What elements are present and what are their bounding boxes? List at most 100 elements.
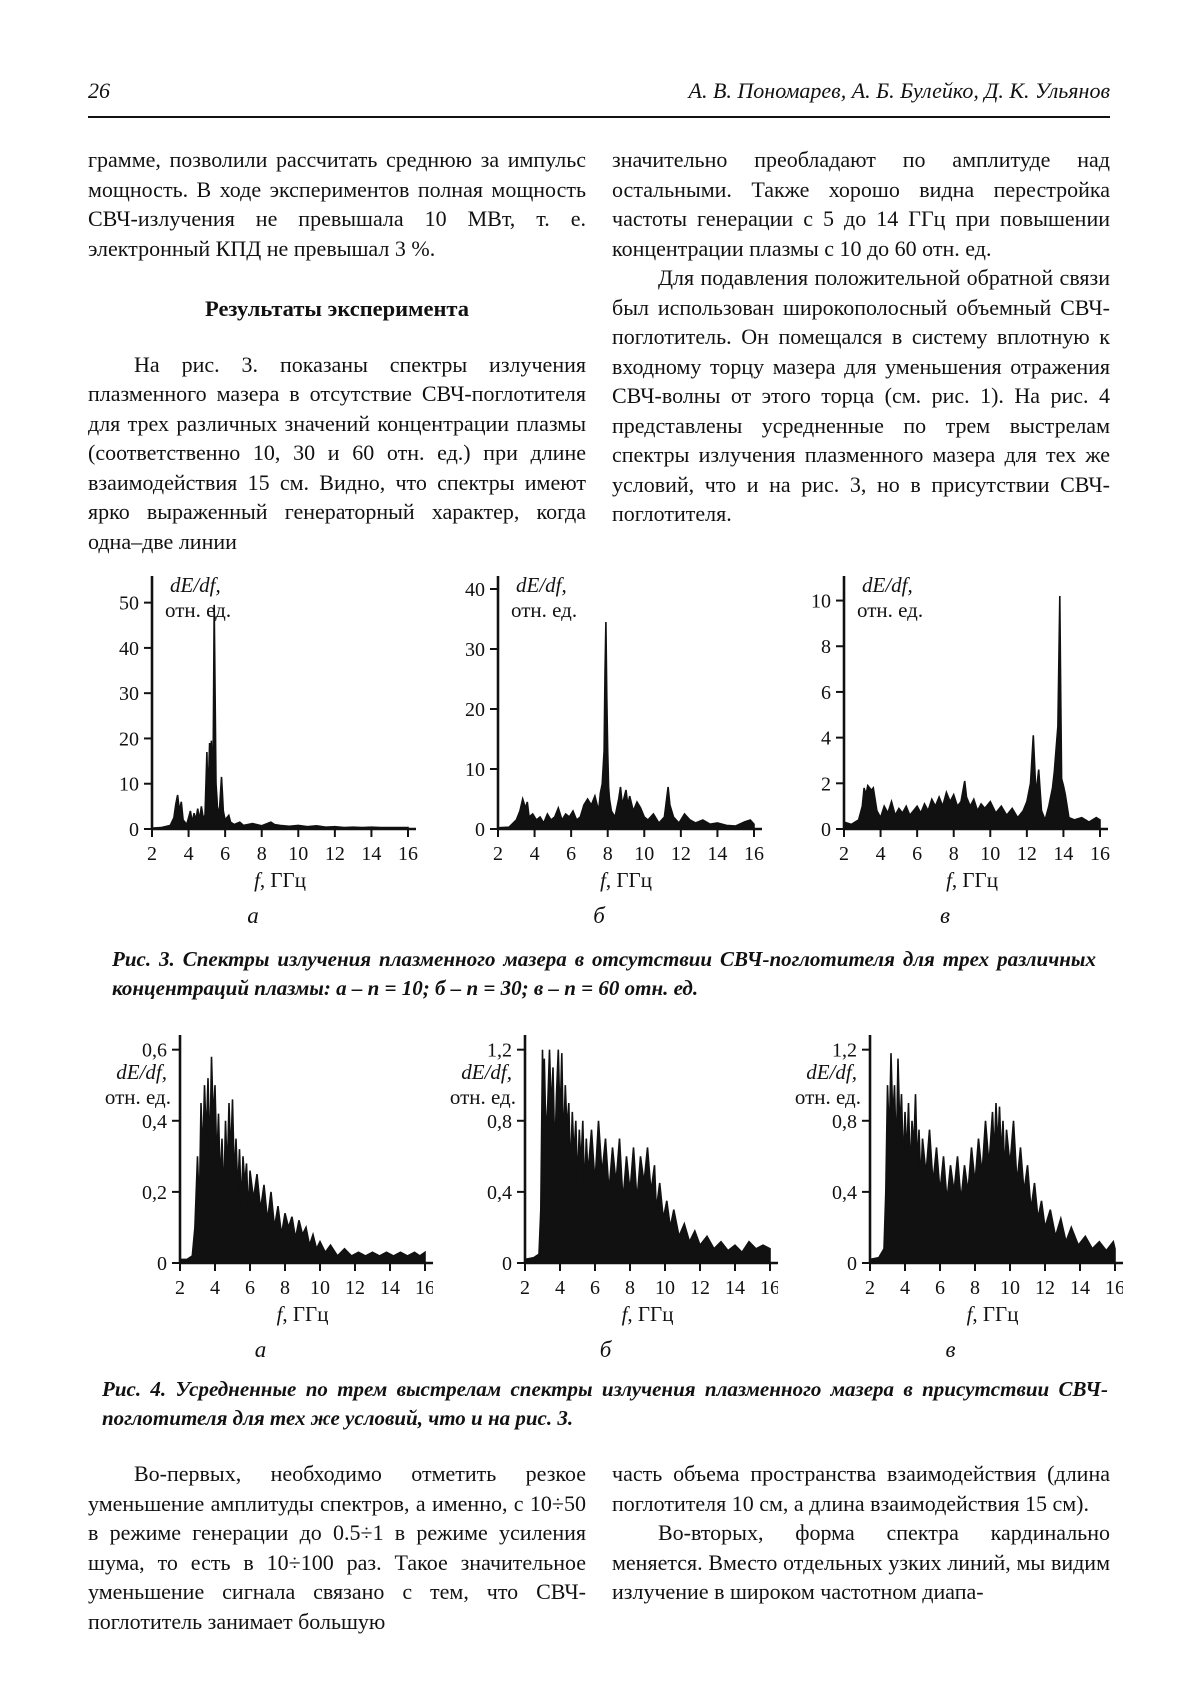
svg-text:12: 12	[671, 843, 691, 865]
svg-text:0,8: 0,8	[832, 1111, 857, 1133]
svg-text:отн. ед.: отн. ед.	[165, 598, 231, 622]
svg-text:отн. ед.: отн. ед.	[795, 1085, 861, 1109]
intro-right-column: значительно преобладают по амплитуде над…	[612, 145, 1110, 556]
svg-text:отн. ед.: отн. ед.	[105, 1085, 171, 1109]
fig4-spectrum-chart-b: 0 0,4 0,8 1,2 2 4 6 8 10 12 14 16 f, ГГц dE/df,отн. е…	[450, 1035, 778, 1326]
fig4-spectrum-chart-a: 0 0,2 0,4 0,6 2 4 6 8 10 12 14 16 f, ГГц dE/df,отн. е…	[105, 1035, 433, 1326]
svg-text:30: 30	[119, 683, 139, 705]
svg-text:8: 8	[625, 1277, 635, 1299]
intro-right-para1: значительно преобладают по амплитуде над…	[612, 147, 1110, 261]
svg-text:0: 0	[129, 819, 139, 841]
svg-text:12: 12	[345, 1277, 365, 1299]
svg-text:отн. ед.: отн. ед.	[450, 1085, 516, 1109]
discussion-right-para1: часть объема пространства взаимодействия…	[612, 1461, 1110, 1516]
figure4-caption: Рис. 4. Усредненные по трем выстрелам сп…	[102, 1377, 1108, 1430]
svg-text:10: 10	[655, 1277, 675, 1299]
svg-text:10: 10	[980, 843, 1000, 865]
svg-text:2: 2	[865, 1277, 875, 1299]
svg-text:f, ГГц: f, ГГц	[946, 868, 998, 892]
svg-text:f, ГГц: f, ГГц	[254, 868, 306, 892]
fig4-spectrum-chart-c: 0 0,4 0,8 1,2 2 4 6 8 10 12 14 16 f, ГГц dE/df,отн. е…	[795, 1035, 1123, 1326]
svg-text:6: 6	[912, 843, 922, 865]
fig3-spectrum-chart-a: 0 10 20 30 40 50 2 4 6 8 10 12 14 16 f, ГГц dE/df,отн. …	[119, 573, 418, 892]
svg-text:20: 20	[119, 728, 139, 750]
figure4-panel-c: 0 0,4 0,8 1,2 2 4 6 8 10 12 14 16 f, ГГц dE/df, отн. е…	[778, 1025, 1123, 1363]
svg-text:2: 2	[175, 1277, 185, 1299]
svg-text:0,2: 0,2	[142, 1182, 167, 1204]
figure4-row: 0 0,2 0,4 0,6 2 4 6 8 10 12 14 16 f, ГГц dE/df, отн. е…	[88, 1025, 1123, 1363]
svg-text:14: 14	[1070, 1277, 1090, 1299]
svg-text:20: 20	[465, 699, 485, 721]
fig4-panel-letter-a: а	[254, 1337, 267, 1362]
svg-text:0: 0	[847, 1253, 857, 1275]
svg-text:6: 6	[821, 682, 831, 704]
figure3-panel-c: 0 2 4 6 8 10 2 4 6 8 10 12 14 16 f, ГГц dE/df, отн. ед. …	[780, 566, 1110, 929]
svg-text:12: 12	[690, 1277, 710, 1299]
svg-text:40: 40	[465, 579, 485, 601]
svg-text:10: 10	[1000, 1277, 1020, 1299]
figure3-panel-a: 0 10 20 30 40 50 2 4 6 8 10 12 14 16 f, ГГц dE/df, отн. …	[88, 566, 418, 929]
svg-text:f, ГГц: f, ГГц	[967, 1302, 1019, 1326]
svg-text:2: 2	[147, 843, 157, 865]
fig4-panel-letter-c: в	[945, 1337, 956, 1362]
svg-text:14: 14	[1053, 843, 1073, 865]
header-rule	[88, 116, 1110, 118]
svg-text:16: 16	[398, 843, 418, 865]
svg-text:0: 0	[821, 819, 831, 841]
svg-text:12: 12	[1035, 1277, 1055, 1299]
svg-text:dE/df,: dE/df,	[862, 573, 913, 597]
svg-text:10: 10	[288, 843, 308, 865]
svg-text:14: 14	[380, 1277, 400, 1299]
svg-text:10: 10	[465, 759, 485, 781]
svg-text:6: 6	[935, 1277, 945, 1299]
svg-text:dE/df,: dE/df,	[461, 1060, 512, 1084]
svg-text:0,4: 0,4	[832, 1182, 857, 1204]
intro-right-para2: Для подавления положительной обратной св…	[612, 265, 1110, 526]
svg-text:8: 8	[949, 843, 959, 865]
svg-text:6: 6	[590, 1277, 600, 1299]
svg-text:40: 40	[119, 638, 139, 660]
svg-text:16: 16	[415, 1277, 433, 1299]
svg-text:f, ГГц: f, ГГц	[600, 868, 652, 892]
svg-text:0: 0	[475, 819, 485, 841]
fig3-spectrum-chart-b: 0 10 20 30 40 2 4 6 8 10 12 14 16 f, ГГц dE/df,отн. ед…	[465, 573, 764, 892]
figure3-row: 0 10 20 30 40 50 2 4 6 8 10 12 14 16 f, ГГц dE/df, отн. …	[88, 566, 1110, 929]
svg-text:4: 4	[210, 1277, 220, 1299]
figure3-caption: Рис. 3. Спектры излучения плазменного ма…	[112, 947, 1096, 1000]
svg-text:10: 10	[811, 591, 831, 613]
svg-text:12: 12	[1017, 843, 1037, 865]
svg-text:4: 4	[821, 728, 831, 750]
discussion-right-para2: Во-вторых, форма спектра кардинально мен…	[612, 1520, 1110, 1604]
figure3-panel-b: 0 10 20 30 40 2 4 6 8 10 12 14 16 f, ГГц dE/df, отн. ед…	[434, 566, 764, 929]
svg-text:dE/df,: dE/df,	[116, 1060, 167, 1084]
svg-text:2: 2	[821, 773, 831, 795]
fig3-panel-letter-a: а	[247, 903, 259, 928]
svg-text:6: 6	[566, 843, 576, 865]
svg-text:16: 16	[760, 1277, 778, 1299]
fig3-panel-letter-c: в	[940, 903, 950, 928]
fig3-panel-letter-b: б	[593, 903, 605, 928]
intro-left-para2: На рис. 3. показаны спектры излучения пл…	[88, 351, 586, 554]
svg-text:отн. ед.: отн. ед.	[511, 598, 577, 622]
svg-text:1,2: 1,2	[487, 1040, 512, 1062]
discussion-columns: Во-первых, необходимо отметить резкое ум…	[88, 1459, 1110, 1636]
svg-text:0: 0	[157, 1253, 167, 1275]
svg-text:6: 6	[220, 843, 230, 865]
svg-text:10: 10	[634, 843, 654, 865]
discussion-left-para: Во-первых, необходимо отметить резкое ум…	[88, 1461, 586, 1634]
figure4-panel-b: 0 0,4 0,8 1,2 2 4 6 8 10 12 14 16 f, ГГц dE/df, отн. е…	[433, 1025, 778, 1363]
svg-text:50: 50	[119, 593, 139, 615]
svg-text:1,2: 1,2	[832, 1040, 857, 1062]
svg-text:2: 2	[493, 843, 503, 865]
svg-text:30: 30	[465, 639, 485, 661]
svg-text:0,6: 0,6	[142, 1040, 167, 1062]
running-authors: А. В. Пономарев, А. Б. Булейко, Д. К. Ул…	[688, 78, 1110, 103]
svg-text:14: 14	[725, 1277, 745, 1299]
svg-text:12: 12	[325, 843, 345, 865]
svg-text:dE/df,: dE/df,	[806, 1060, 857, 1084]
svg-text:4: 4	[184, 843, 194, 865]
discussion-left-column: Во-первых, необходимо отметить резкое ум…	[88, 1459, 586, 1636]
page-header: 26 А. В. Пономарев, А. Б. Булейко, Д. К.…	[88, 78, 1110, 104]
